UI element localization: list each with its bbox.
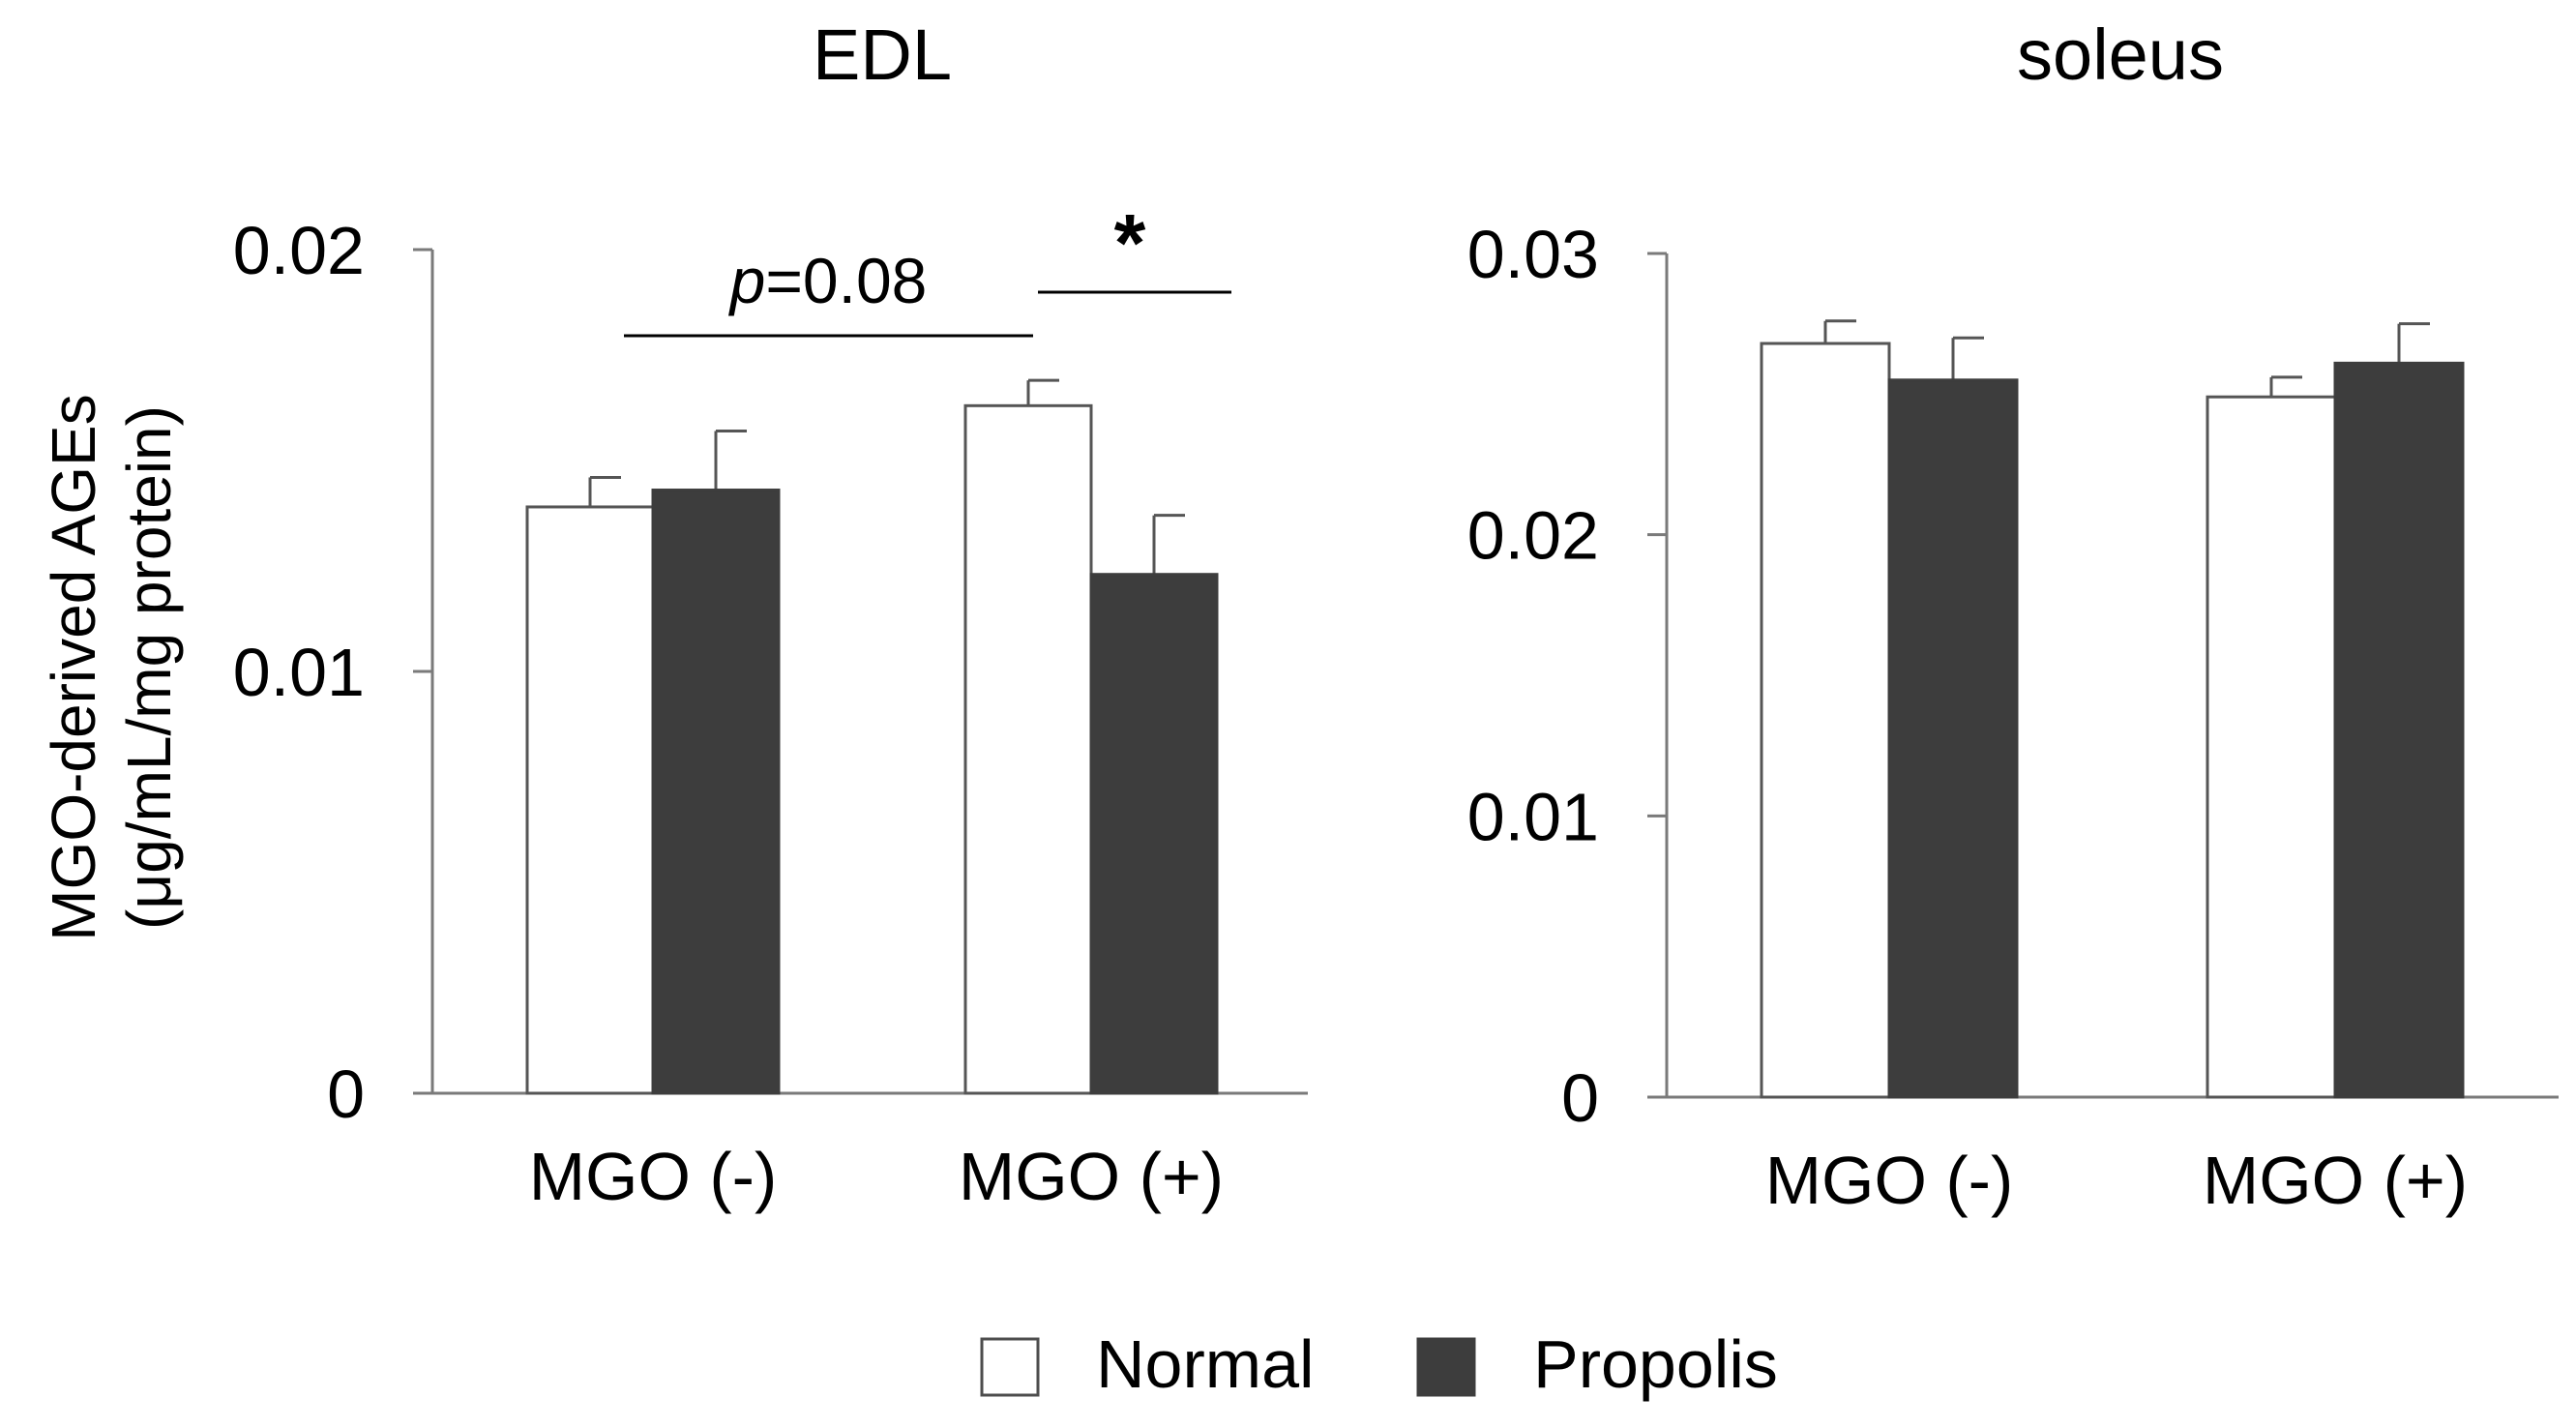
y-axis-label-line1: MGO-derived AGEs <box>39 394 108 941</box>
y-tick-label-soleus-2: 0.02 <box>1467 498 1599 574</box>
y-tick-label-edl-2: 0.02 <box>233 213 365 288</box>
bar-edl-0-0 <box>525 505 655 1095</box>
chart-edl: EDL 0 0.01 0.02 MGO (-) MGO (+) p=0.08 * <box>233 15 1308 1214</box>
annotation-edl-1: * <box>1114 197 1146 288</box>
legend: Normal Propolis <box>980 1326 1778 1402</box>
annotation-edl-0: p=0.08 <box>728 245 928 316</box>
bar-soleus-1-1 <box>2333 361 2465 1099</box>
chart-title-soleus: soleus <box>2017 15 2224 95</box>
y-tick-label-edl-0: 0 <box>327 1056 365 1132</box>
y-axis-label: MGO-derived AGEs (μg/mL/mg protein) <box>39 394 184 941</box>
chart-soleus: soleus 0 0.01 0.02 0.03 MGO (-) MGO (+) <box>1467 15 2559 1218</box>
x-tick-label-edl-0: MGO (-) <box>529 1139 778 1214</box>
y-tick-label-soleus-1: 0.01 <box>1467 779 1599 854</box>
bar-soleus-0-0 <box>1760 342 1891 1099</box>
y-axis-label-line2: (μg/mL/mg protein) <box>114 405 184 930</box>
x-tick-label-edl-1: MGO (+) <box>959 1139 1224 1214</box>
y-tick-label-soleus-3: 0.03 <box>1467 217 1599 292</box>
x-tick-label-soleus-0: MGO (-) <box>1765 1143 2014 1218</box>
bar-edl-0-1 <box>651 489 781 1095</box>
legend-swatch-normal <box>980 1337 1040 1397</box>
legend-swatch-propolis <box>1416 1337 1476 1397</box>
chart-title-edl: EDL <box>813 15 952 95</box>
bar-soleus-1-0 <box>2206 395 2337 1099</box>
legend-label-normal: Normal <box>1096 1326 1315 1402</box>
x-tick-label-soleus-1: MGO (+) <box>2203 1143 2468 1218</box>
y-tick-label-edl-1: 0.01 <box>233 635 365 710</box>
legend-label-propolis: Propolis <box>1533 1326 1778 1402</box>
y-tick-label-soleus-0: 0 <box>1561 1060 1599 1136</box>
bar-edl-1-1 <box>1089 573 1219 1095</box>
bar-soleus-0-1 <box>1887 378 2019 1099</box>
bar-edl-1-0 <box>963 403 1093 1095</box>
